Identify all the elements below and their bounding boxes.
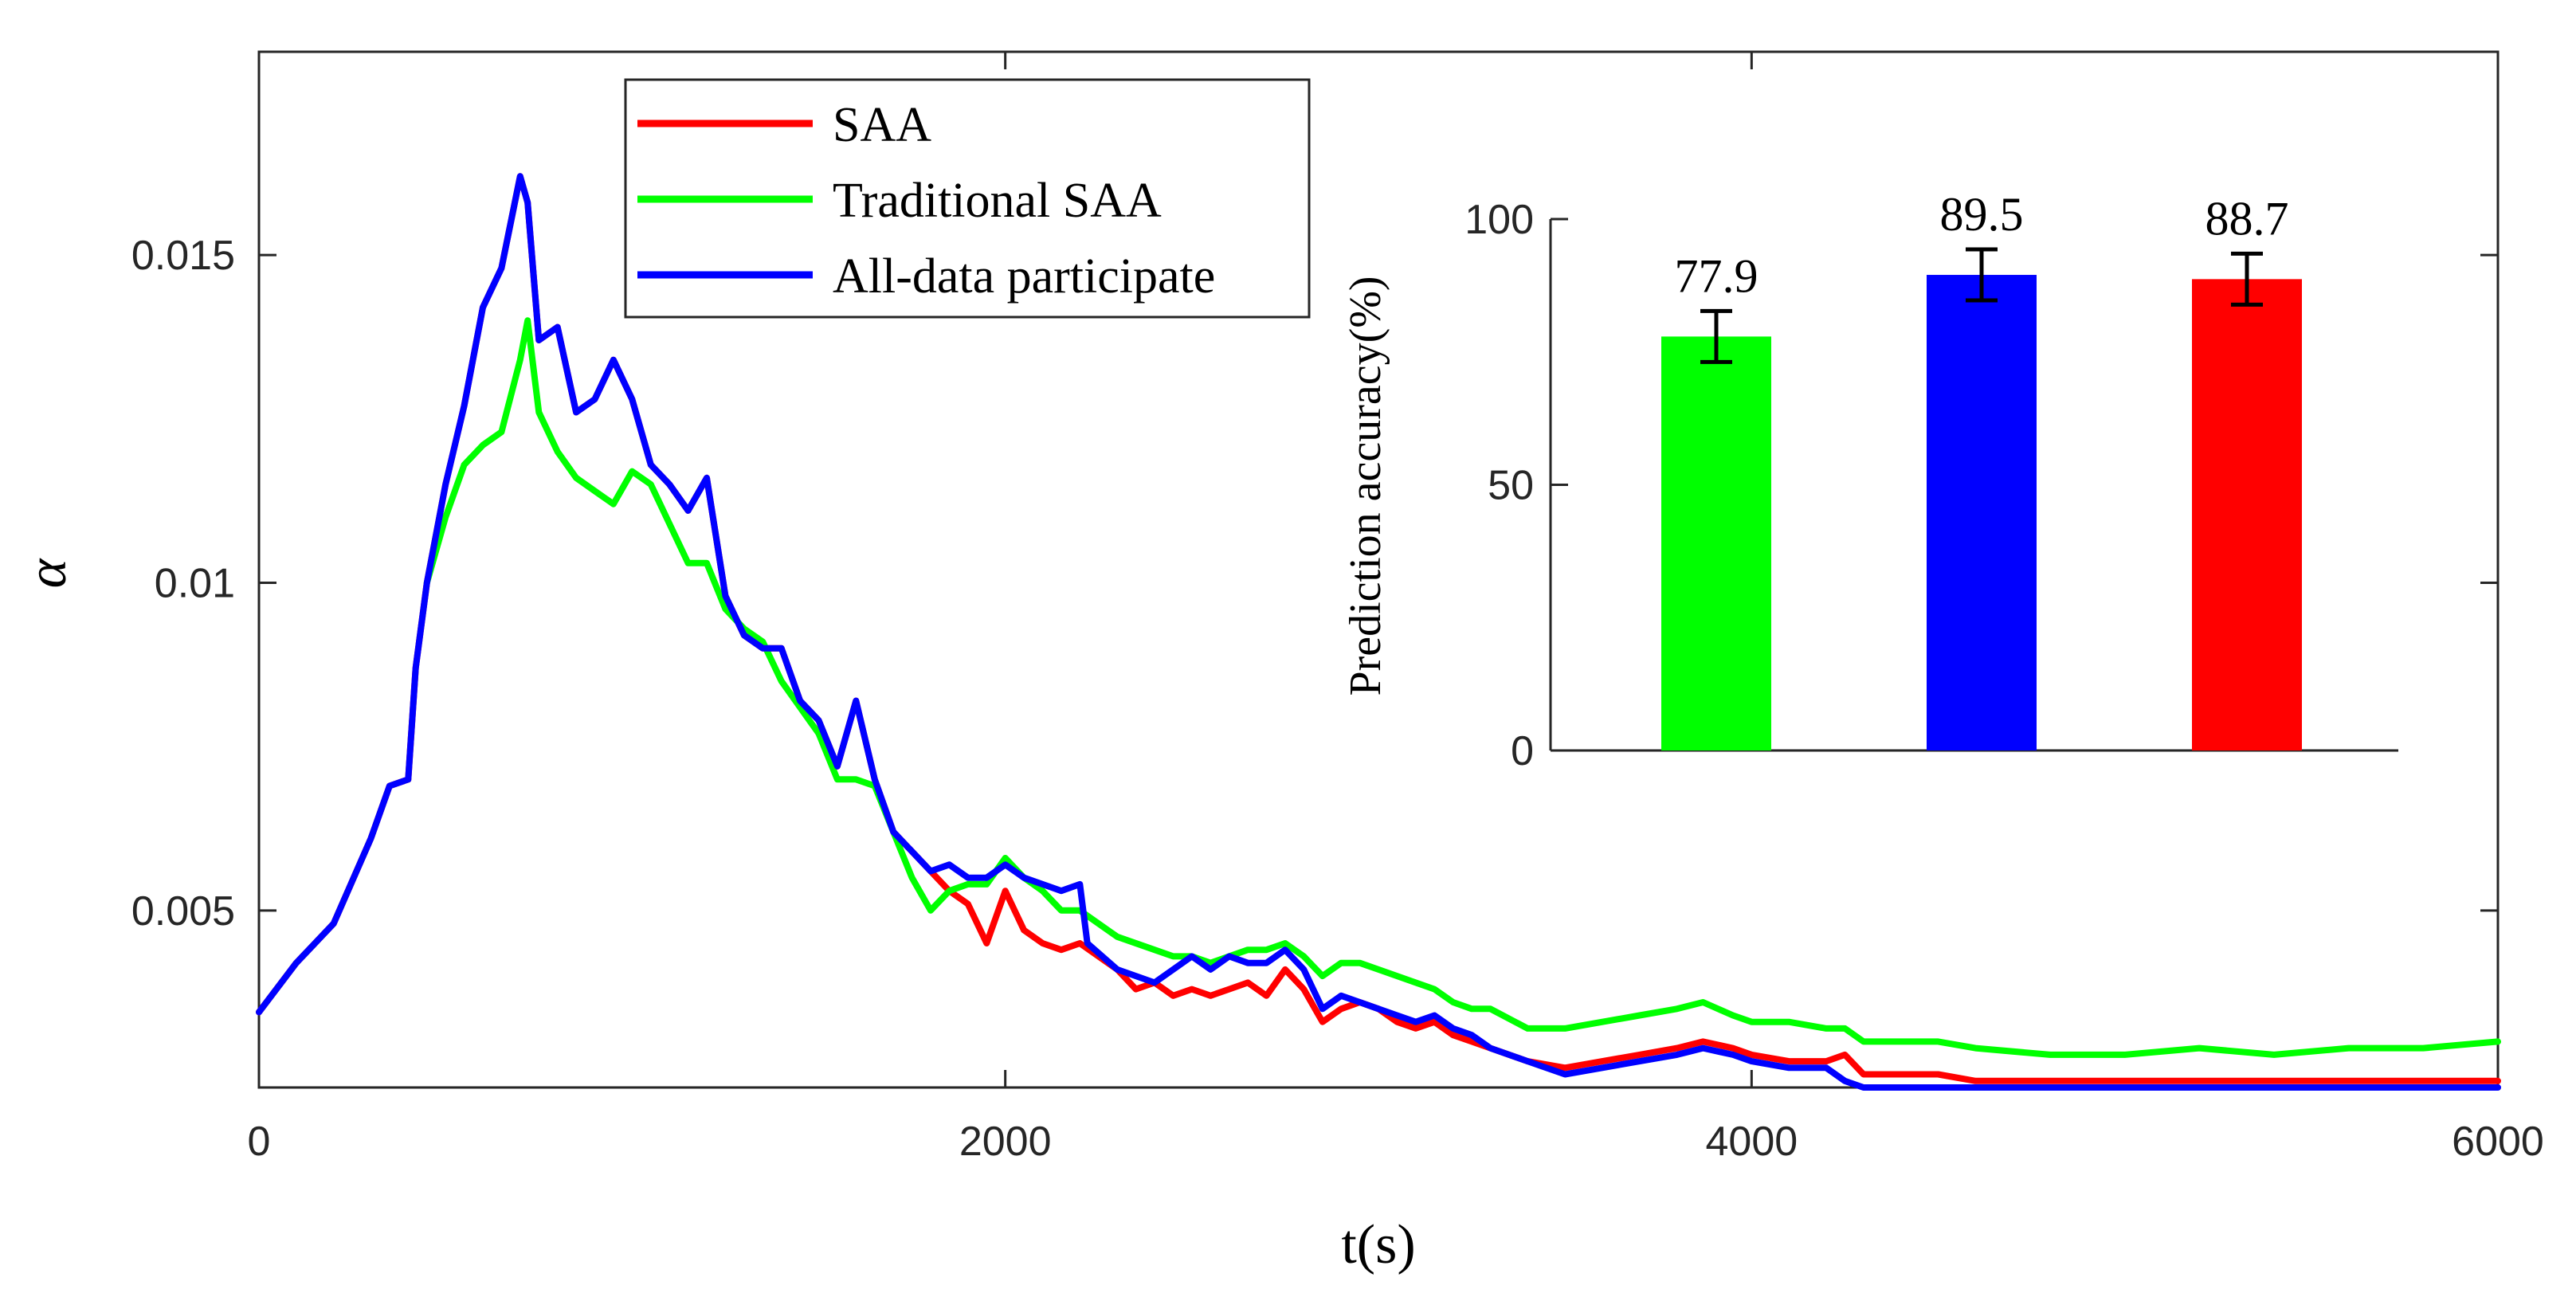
x-tick-label: 4000 — [1705, 1119, 1798, 1165]
x-tick-label: 0 — [248, 1119, 271, 1165]
x-tick-label: 6000 — [2452, 1119, 2544, 1165]
inset-y-tick-label: 50 — [1488, 463, 1534, 509]
inset-bar — [2192, 279, 2302, 751]
x-tick-label: 2000 — [959, 1119, 1052, 1165]
main-x-ticks: 0 2000 4000 6000 — [248, 52, 2544, 1165]
main-series-lines — [256, 173, 2501, 1091]
y-tick-label: 0.005 — [131, 888, 235, 935]
y-tick-label: 0.015 — [131, 233, 235, 279]
inset-bar-value-label: 89.5 — [1940, 188, 2024, 241]
y-axis-label: α — [17, 558, 78, 588]
inset-bar-chart: 0 50 100 77.9 89.5 88.7 Prediction accuracy(… — [1341, 183, 2418, 774]
inset-y-tick-label: 0 — [1511, 728, 1534, 774]
inset-bar — [1927, 275, 2037, 750]
x-axis-label: t(s) — [1341, 1214, 1415, 1276]
inset-bar-value-label: 77.9 — [1675, 249, 1759, 302]
series-line-traditional-saa — [423, 317, 2501, 1058]
series-line-all-data-participate — [256, 173, 2501, 1091]
inset-bars: 77.9 89.5 88.7 — [1661, 188, 2302, 751]
legend-label-saa: SAA — [833, 98, 931, 152]
inset-y-axis-label: Prediction accuracy(%) — [1341, 276, 1390, 696]
legend-label-all-data: All-data participate — [833, 249, 1215, 304]
legend-label-traditional-saa: Traditional SAA — [833, 174, 1162, 228]
y-tick-label: 0.01 — [155, 560, 235, 606]
inset-bar — [1661, 336, 1771, 751]
inset-y-tick-label: 100 — [1464, 197, 1534, 243]
inset-y-ticks: 0 50 100 — [1464, 197, 1568, 774]
inset-bar-value-label: 88.7 — [2205, 192, 2289, 245]
main-y-ticks: 0.005 0.01 0.015 — [131, 233, 2498, 935]
main-plot-frame — [257, 50, 2500, 1089]
legend: SAA Traditional SAA All-data participate — [624, 78, 1311, 319]
main-plot: 0 2000 4000 6000 0.005 0.01 0.015 t(s) α — [17, 50, 2544, 1276]
